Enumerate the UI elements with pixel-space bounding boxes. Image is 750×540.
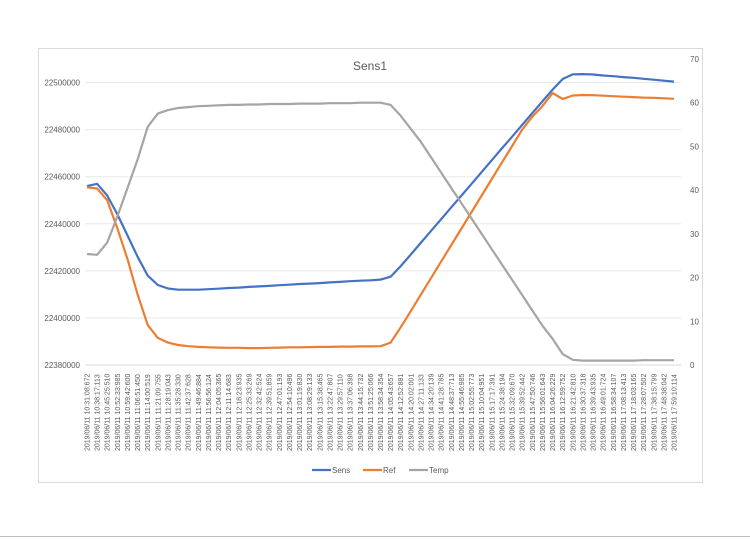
x-tick-label: 2019/06/11 12:47:01:193 bbox=[277, 374, 284, 451]
x-tick-label: 2019/06/11 15:24:38:194 bbox=[499, 374, 506, 451]
y2-tick-label: 20 bbox=[690, 274, 699, 283]
chart-area bbox=[38, 48, 703, 483]
x-tick-label: 2019/06/11 17:08:13:413 bbox=[621, 374, 628, 451]
x-tick-label: 2019/06/11 16:12:59:752 bbox=[560, 374, 567, 451]
y-tick-label: 22420000 bbox=[44, 267, 80, 276]
x-tick-label: 2019/06/11 10:59:42:600 bbox=[125, 374, 132, 451]
x-tick-label: 2019/06/11 16:39:43:935 bbox=[591, 374, 598, 451]
x-tick-label: 2019/06/11 13:58:34:354 bbox=[378, 374, 385, 451]
x-axis: 2019/06/11 10:31:08:672 2019/06/11 10:38:… bbox=[85, 374, 679, 451]
x-tick-label: 2019/06/11 12:25:33:269 bbox=[246, 374, 253, 451]
x-tick-label: 2019/06/11 16:04:26:229 bbox=[550, 374, 557, 451]
series-lines bbox=[86, 72, 675, 362]
y-tick-label: 22380000 bbox=[44, 361, 80, 370]
x-tick-label: 2019/06/11 13:29:57:110 bbox=[338, 374, 345, 451]
x-tick-label: 2019/06/11 15:10:04:951 bbox=[479, 374, 486, 451]
x-tick-label: 2019/06/11 11:35:28:330 bbox=[176, 374, 183, 451]
y-tick-label: 22400000 bbox=[44, 314, 80, 323]
x-tick-label: 2019/06/11 13:51:25:066 bbox=[368, 374, 375, 451]
x-tick-label: 2019/06/11 14:05:43:657 bbox=[388, 374, 395, 451]
x-tick-label: 2019/06/11 17:59:10:114 bbox=[672, 374, 679, 451]
y2-tick-label: 40 bbox=[690, 186, 699, 195]
x-tick-label: 2019/06/11 13:44:15:732 bbox=[358, 374, 365, 451]
gridlines bbox=[85, 82, 681, 366]
x-tick-label: 2019/06/11 14:41:28:785 bbox=[439, 374, 446, 451]
x-tick-label: 2019/06/11 17:48:38:042 bbox=[661, 374, 668, 451]
chart-title: Sens1 bbox=[353, 59, 387, 73]
x-tick-label: 2019/06/11 12:54:10:496 bbox=[287, 374, 294, 451]
y2-tick-label: 60 bbox=[690, 99, 699, 108]
x-tick-label: 2019/06/11 15:56:01:643 bbox=[540, 374, 547, 451]
legend-label: Sens bbox=[332, 466, 350, 475]
y2-tick-label: 50 bbox=[690, 142, 699, 151]
x-tick-label: 2019/06/11 11:21:09:755 bbox=[155, 374, 162, 451]
x-tick-label: 2019/06/11 15:39:52:442 bbox=[520, 374, 527, 451]
y-tick-label: 22460000 bbox=[44, 173, 80, 182]
right-axis: 0 10 20 30 40 50 60 70 bbox=[690, 55, 699, 370]
x-tick-label: 2019/06/11 10:38:17:113 bbox=[95, 374, 102, 451]
x-tick-label: 2019/06/11 14:48:37:713 bbox=[449, 374, 456, 451]
y-tick-label: 22440000 bbox=[44, 220, 80, 229]
x-tick-label: 2019/06/11 10:45:25:510 bbox=[105, 374, 112, 451]
x-tick-label: 2019/06/11 16:58:34:107 bbox=[611, 374, 618, 451]
x-tick-label: 2019/06/11 11:42:37:628 bbox=[186, 374, 193, 451]
divider bbox=[0, 536, 750, 537]
x-tick-label: 2019/06/11 14:27:11:133 bbox=[418, 374, 425, 451]
x-tick-label: 2019/06/11 12:32:42:524 bbox=[257, 374, 264, 451]
y2-tick-label: 70 bbox=[690, 55, 699, 64]
x-tick-label: 2019/06/11 14:34:20:139 bbox=[429, 374, 436, 451]
legend: Sens Ref Temp bbox=[312, 466, 449, 475]
x-tick-label: 2019/06/11 16:21:42:810 bbox=[570, 374, 577, 451]
x-tick-label: 2019/06/11 10:52:33:985 bbox=[115, 374, 122, 451]
legend-label: Ref bbox=[383, 466, 396, 475]
y-tick-label: 22500000 bbox=[44, 79, 80, 88]
x-tick-label: 2019/06/11 12:11:14:683 bbox=[226, 374, 233, 451]
y2-tick-label: 10 bbox=[690, 317, 699, 326]
x-tick-label: 2019/06/11 16:49:01:724 bbox=[601, 374, 608, 451]
x-tick-label: 2019/06/11 10:31:08:672 bbox=[85, 374, 92, 451]
y2-tick-label: 0 bbox=[690, 361, 695, 370]
series-line-ref bbox=[86, 91, 675, 350]
legend-label: Temp bbox=[429, 466, 449, 475]
y-tick-label: 22480000 bbox=[44, 126, 80, 135]
left-axis: 22380000 22400000 22420000 22440000 22460000… bbox=[44, 79, 80, 370]
x-tick-label: 2019/06/11 11:06:51:450 bbox=[135, 374, 142, 451]
x-tick-label: 2019/06/11 11:49:46:884 bbox=[196, 374, 203, 451]
x-tick-label: 2019/06/11 12:18:23:935 bbox=[236, 374, 243, 451]
x-tick-label: 2019/06/11 14:55:46:985 bbox=[459, 374, 466, 451]
x-tick-label: 2019/06/11 15:32:09:670 bbox=[510, 374, 517, 451]
x-tick-label: 2019/06/11 11:56:56:124 bbox=[206, 374, 213, 451]
x-tick-label: 2019/06/11 11:28:19:043 bbox=[165, 374, 172, 451]
x-tick-label: 2019/06/11 17:18:03:165 bbox=[631, 374, 638, 451]
x-tick-label: 2019/06/11 13:01:19:830 bbox=[297, 374, 304, 451]
legend-item-temp: Temp bbox=[409, 466, 449, 475]
x-tick-label: 2019/06/11 11:14:00:519 bbox=[145, 374, 152, 451]
x-tick-label: 2019/06/11 15:47:50:746 bbox=[530, 374, 537, 451]
legend-item-sens: Sens bbox=[312, 466, 350, 475]
y2-tick-label: 30 bbox=[690, 230, 699, 239]
x-tick-label: 2019/06/11 12:39:51:859 bbox=[267, 374, 274, 451]
x-tick-label: 2019/06/11 12:04:05:365 bbox=[216, 374, 223, 451]
x-tick-label: 2019/06/11 13:15:38:465 bbox=[317, 374, 324, 451]
series-line-temp bbox=[86, 101, 674, 362]
x-tick-label: 2019/06/11 15:17:17:391 bbox=[489, 374, 496, 451]
x-tick-label: 2019/06/11 17:28:07:502 bbox=[641, 374, 648, 451]
x-tick-label: 2019/06/11 14:20:02:001 bbox=[408, 374, 415, 451]
x-tick-label: 2019/06/11 13:22:47:807 bbox=[327, 374, 334, 451]
x-tick-label: 2019/06/11 14:12:52:881 bbox=[398, 374, 405, 451]
x-tick-label: 2019/06/11 16:30:37:318 bbox=[580, 374, 587, 451]
x-tick-label: 2019/06/11 13:08:29:133 bbox=[307, 374, 314, 451]
x-tick-label: 2019/06/11 15:02:55:773 bbox=[469, 374, 476, 451]
x-tick-label: 2019/06/11 13:37:06:398 bbox=[348, 374, 355, 451]
legend-item-ref: Ref bbox=[363, 466, 396, 475]
x-tick-label: 2019/06/11 17:38:15:799 bbox=[651, 374, 658, 451]
series-line-sens bbox=[86, 72, 675, 291]
